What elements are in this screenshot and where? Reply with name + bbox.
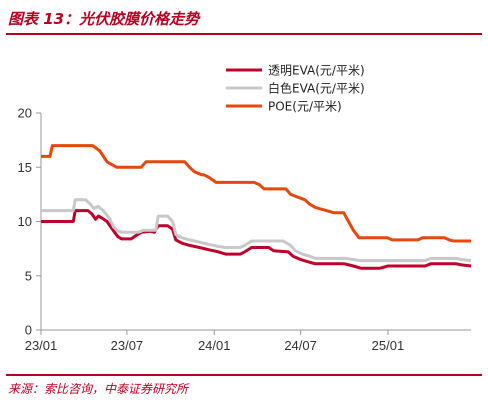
x-tick-label: 23/07: [111, 338, 144, 353]
legend-label-2: 白色EVA(元/平米): [268, 81, 365, 96]
y-tick-label: 5: [25, 268, 32, 283]
title-divider: [6, 33, 482, 35]
y-tick-label: 20: [18, 106, 32, 121]
chart-axes: 0 5 10 15 20 23/01 23/07 24/01 24/07 25/01: [18, 106, 471, 353]
price-trend-chart: 0 5 10 15 20 23/01 23/07 24/01 24/07 25/01 透明EVA(…: [18, 64, 472, 353]
x-tick-label: 25/01: [372, 338, 405, 353]
chart-legend: 透明EVA(元/平米) 白色EVA(元/平米) POE(元/平米): [226, 64, 365, 114]
series-line-1: [41, 209, 472, 270]
y-tick-label: 0: [25, 323, 32, 338]
legend-label-3: POE(元/平米): [268, 100, 342, 114]
series-line-2: [41, 198, 472, 263]
figure-source: 来源：索比咨询，中泰证券研究所: [8, 382, 189, 396]
x-tick-label: 24/07: [284, 338, 317, 353]
legend-label-1: 透明EVA(元/平米): [268, 64, 365, 78]
x-tick-label: 23/01: [25, 338, 58, 353]
figure-title: 图表 13：光伏胶膜价格走势: [8, 10, 200, 28]
series-line-3: [41, 144, 471, 243]
y-tick-label: 15: [18, 160, 32, 175]
x-tick-label: 24/01: [198, 338, 231, 353]
source-divider: [6, 374, 482, 376]
y-tick-label: 10: [18, 214, 32, 229]
chart-series: [41, 144, 472, 270]
